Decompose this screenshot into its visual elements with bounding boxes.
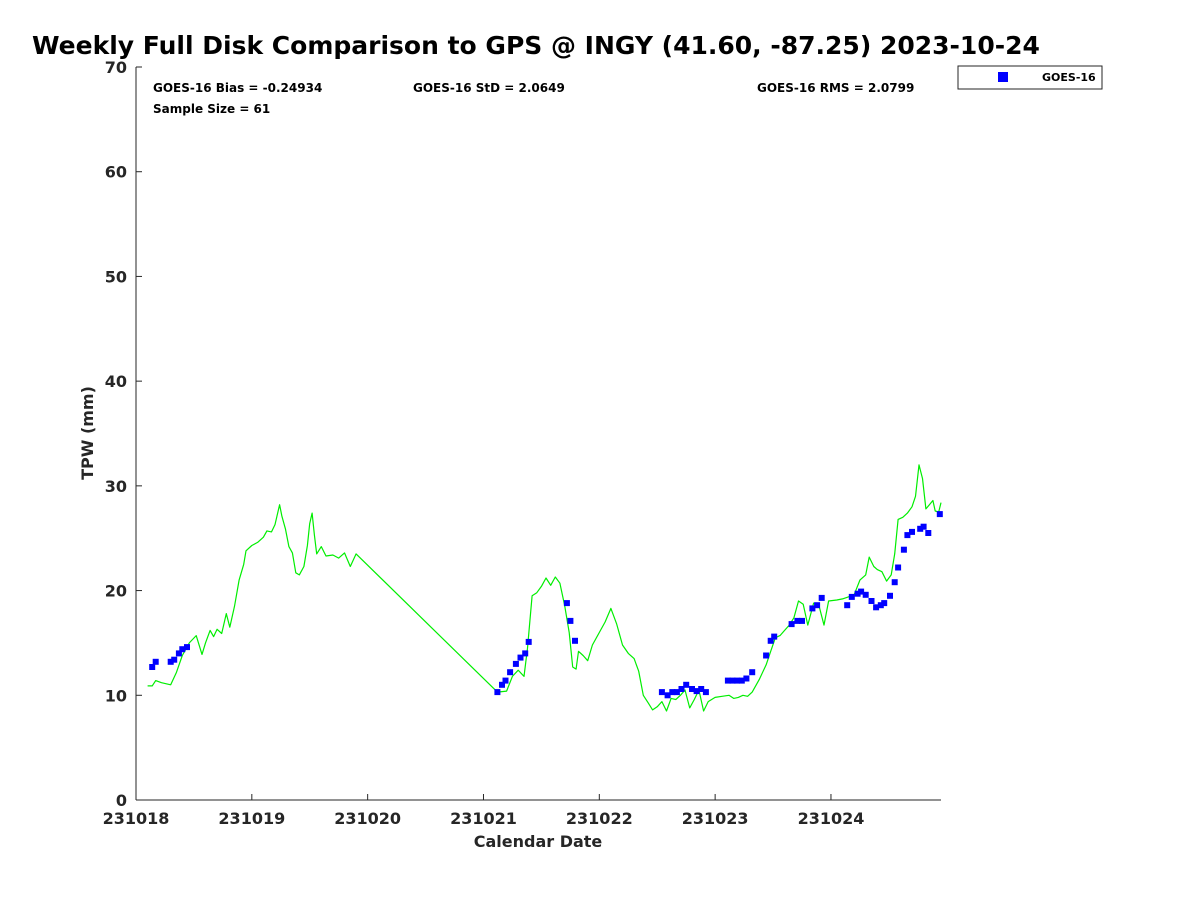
goes-16-point [743,675,750,682]
goes-16-point [664,692,671,699]
goes-16-point [844,602,851,609]
goes-16-point [678,686,685,692]
goes-16-point [900,546,907,553]
stat-sample-size: Sample Size = 61 [153,102,270,116]
goes-16-point [502,677,509,684]
goes-16-point [848,593,855,600]
goes-16-point [814,602,821,609]
goes-16-point [799,617,805,624]
goes-16-point [149,664,156,670]
goes-16-point [818,594,825,601]
x-axis-ticks: 231018 231019 231020 231021 231022 231023 2310… [103,794,865,828]
x-tick-label: 231024 [798,809,865,828]
goes-16-point [152,658,159,665]
goes-16-point [895,564,902,571]
x-tick-label: 231019 [218,809,285,828]
goes-16-point [809,605,816,612]
goes-16-point [920,523,927,530]
goes-16-point [179,646,186,653]
goes-16-point [517,654,524,661]
goes-16-point [689,686,695,692]
goes-16-point [794,617,801,624]
goes-16-point [698,686,705,692]
goes-16-point [749,669,756,676]
x-tick-label: 231020 [334,809,401,828]
goes-16-point [936,511,943,518]
goes-16-point [767,637,774,644]
y-tick-label: 30 [105,477,127,496]
goes-16-point [909,528,915,535]
goes-16-point [567,617,574,624]
goes-16-point [734,677,741,684]
goes-16-point [873,604,880,611]
goes-16-point [184,644,190,651]
goes-16-point [862,591,869,598]
goes-16-point [494,689,501,696]
goes-16-point [673,689,680,696]
goes-16-point [702,689,709,696]
goes-16-point [788,621,795,628]
goes-16-point [175,650,182,657]
goes-16-point [563,600,570,607]
plot-area [136,67,941,800]
goes-16-point [512,660,519,667]
legend-marker-goes-16 [998,72,1008,82]
goes-16-point [887,592,893,599]
goes-16-point [724,677,731,684]
goes-16-point [499,681,505,688]
goes-16-point [693,688,700,695]
goes-16-point [904,532,911,539]
x-tick-label: 231018 [103,809,170,828]
y-tick-label: 10 [105,686,127,705]
legend-label-goes-16: GOES-16 [1042,71,1096,84]
y-tick-label: 40 [105,372,127,391]
goes-16-point [683,681,690,688]
goes-16-point [854,590,861,597]
goes-16-point [738,677,745,684]
y-tick-label: 60 [105,163,127,182]
goes-16-point [858,588,865,595]
goes-16-point [171,656,178,663]
legend-box [957,65,1103,90]
goes-16-point [891,579,898,586]
gps-series-line [147,464,942,712]
chart-title: Weekly Full Disk Comparison to GPS @ ING… [32,31,1040,60]
x-tick-label: 231023 [682,809,749,828]
stat-bias: GOES-16 Bias = -0.24934 [153,81,322,95]
goes-16-point [763,652,770,659]
goes-16-point [771,633,778,640]
goes-16-series-points [149,511,943,699]
y-tick-label: 0 [116,791,127,810]
goes-16-point [525,638,532,645]
goes-16-point [925,530,932,536]
goes-16-point [669,689,676,696]
stat-std: GOES-16 StD = 2.0649 [413,81,565,95]
x-axis-label: Calendar Date [474,832,603,851]
goes-16-point [572,637,578,644]
goes-16-point [917,525,924,532]
goes-16-point [729,677,736,684]
goes-16-point [167,658,174,665]
goes-16-point [881,600,888,607]
y-axis-label: TPW (mm) [78,386,97,480]
y-tick-label: 20 [105,582,127,601]
goes-16-point [522,650,529,657]
x-tick-label: 231022 [566,809,633,828]
goes-16-point [658,689,665,696]
goes-16-point [507,669,514,676]
stat-rms: GOES-16 RMS = 2.0799 [757,81,914,95]
y-tick-label: 70 [105,58,127,77]
x-tick-label: 231021 [450,809,517,828]
y-axis-ticks: 0 10 20 30 40 50 60 70 [105,58,142,810]
goes-16-point [877,602,884,609]
goes-16-point [868,598,875,604]
y-tick-label: 50 [105,267,127,286]
gps-line-path [147,464,942,712]
legend: GOES-16 [957,65,1103,90]
